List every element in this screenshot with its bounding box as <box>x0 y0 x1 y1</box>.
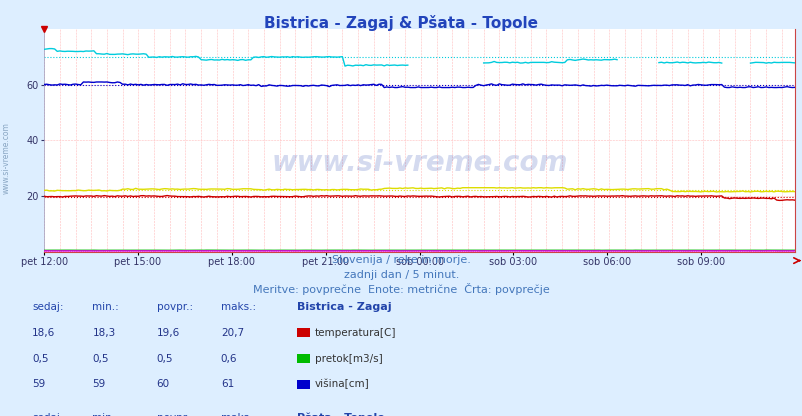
Text: temperatura[C]: temperatura[C] <box>314 328 395 338</box>
Text: 59: 59 <box>32 379 46 389</box>
Text: 0,5: 0,5 <box>32 354 49 364</box>
Text: www.si-vreme.com: www.si-vreme.com <box>271 149 567 177</box>
Text: zadnji dan / 5 minut.: zadnji dan / 5 minut. <box>343 270 459 280</box>
Text: 18,3: 18,3 <box>92 328 115 338</box>
Text: 61: 61 <box>221 379 234 389</box>
Text: Bistrica - Zagaj: Bistrica - Zagaj <box>297 302 391 312</box>
Text: 59: 59 <box>92 379 106 389</box>
Text: 20,7: 20,7 <box>221 328 244 338</box>
Text: 0,5: 0,5 <box>156 354 173 364</box>
Text: sedaj:: sedaj: <box>32 302 63 312</box>
Text: sedaj:: sedaj: <box>32 414 63 416</box>
Text: povpr.:: povpr.: <box>156 414 192 416</box>
Text: višina[cm]: višina[cm] <box>314 379 369 389</box>
Text: 0,6: 0,6 <box>221 354 237 364</box>
Text: povpr.:: povpr.: <box>156 302 192 312</box>
Text: min.:: min.: <box>92 302 119 312</box>
Text: min.:: min.: <box>92 414 119 416</box>
Text: Bistrica - Zagaj & Pšata - Topole: Bistrica - Zagaj & Pšata - Topole <box>264 15 538 30</box>
Text: 0,5: 0,5 <box>92 354 109 364</box>
Text: Slovenija / reke in morje.: Slovenija / reke in morje. <box>332 255 470 265</box>
Text: 18,6: 18,6 <box>32 328 55 338</box>
Text: 19,6: 19,6 <box>156 328 180 338</box>
Text: www.si-vreme.com: www.si-vreme.com <box>2 122 11 194</box>
Text: maks.:: maks.: <box>221 414 256 416</box>
Text: pretok[m3/s]: pretok[m3/s] <box>314 354 382 364</box>
Text: Meritve: povprečne  Enote: metrične  Črta: povprečje: Meritve: povprečne Enote: metrične Črta:… <box>253 283 549 295</box>
Text: Pšata - Topole: Pšata - Topole <box>297 413 384 416</box>
Text: 60: 60 <box>156 379 169 389</box>
Text: maks.:: maks.: <box>221 302 256 312</box>
